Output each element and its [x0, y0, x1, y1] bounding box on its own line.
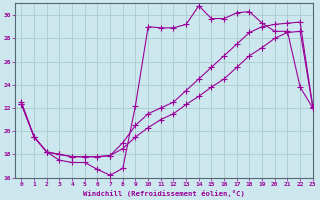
- X-axis label: Windchill (Refroidissement éolien,°C): Windchill (Refroidissement éolien,°C): [83, 190, 245, 197]
